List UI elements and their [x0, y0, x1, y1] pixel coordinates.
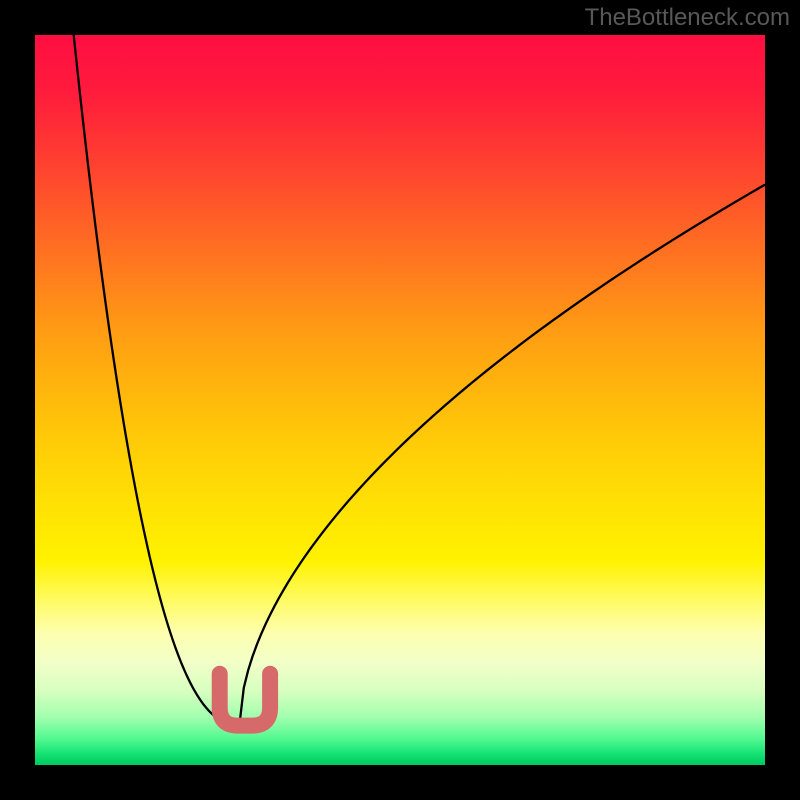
chart-container: TheBottleneck.com: [0, 0, 800, 800]
watermark-text: TheBottleneck.com: [585, 4, 790, 32]
plot-background: [35, 35, 765, 765]
bottleneck-chart: [0, 0, 800, 800]
